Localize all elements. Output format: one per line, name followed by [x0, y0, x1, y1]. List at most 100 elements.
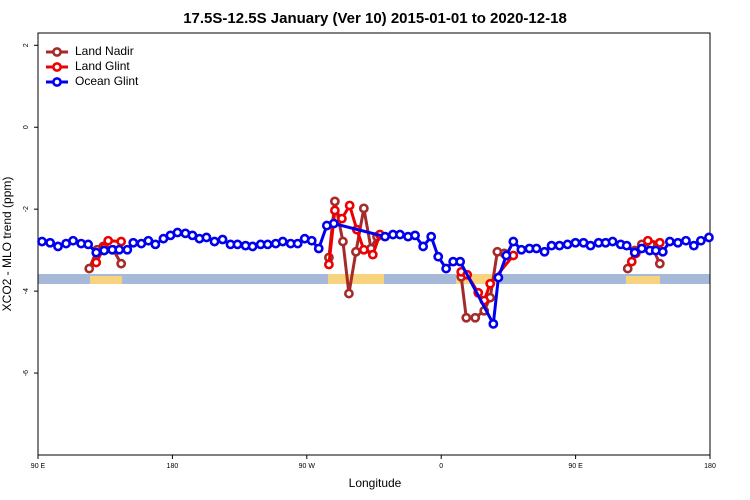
legend-marker — [52, 62, 62, 72]
data-point — [485, 278, 496, 289]
data-point — [433, 251, 444, 262]
data-point — [313, 243, 324, 254]
data-point — [358, 203, 369, 214]
data-point — [103, 235, 114, 246]
y-tick-label: 0 — [23, 125, 30, 129]
data-point — [410, 230, 420, 241]
data-point — [470, 312, 481, 323]
data-point — [209, 236, 220, 247]
legend-label: Land Glint — [75, 59, 130, 73]
x-tick-label: 180 — [704, 463, 716, 470]
data-point — [508, 236, 519, 247]
data-point — [418, 241, 429, 252]
data-point — [488, 318, 499, 329]
data-point — [622, 263, 633, 274]
data-point — [232, 239, 243, 250]
data-point — [426, 231, 437, 242]
data-point — [636, 243, 647, 254]
data-point — [501, 250, 512, 261]
data-point — [292, 238, 303, 249]
data-point — [516, 244, 527, 255]
data-point — [554, 240, 565, 251]
data-point — [585, 240, 596, 251]
data-point — [455, 256, 466, 267]
x-tick-label: 180 — [167, 463, 179, 470]
legend-marker — [52, 47, 62, 57]
data-point — [116, 236, 127, 247]
data-point — [91, 247, 102, 258]
data-point — [562, 239, 573, 250]
data-point — [201, 232, 212, 243]
data-point — [68, 235, 78, 246]
data-point — [654, 258, 665, 269]
data-point — [607, 236, 618, 247]
data-point — [328, 218, 339, 229]
data-point — [657, 246, 668, 257]
x-tick-label: 90 E — [31, 463, 46, 470]
data-point — [461, 312, 472, 323]
data-point — [367, 249, 378, 260]
data-point — [53, 241, 63, 252]
legend-label: Ocean Glint — [75, 74, 139, 88]
data-point — [344, 200, 355, 211]
data-point — [306, 235, 317, 246]
legend-marker — [52, 77, 62, 87]
land-patch — [456, 274, 500, 284]
data-point — [626, 256, 637, 267]
y-tick-label: 2 — [23, 43, 30, 47]
data-point — [695, 235, 706, 246]
data-point — [150, 239, 161, 250]
data-point — [84, 263, 95, 274]
series — [37, 218, 714, 329]
data-point — [172, 227, 183, 238]
x-tick-label: 90 E — [568, 463, 583, 470]
legend-label: Land Nadir — [75, 44, 134, 58]
chart-title: 17.5S-12.5S January (Ver 10) 2015-01-01 … — [183, 10, 567, 27]
data-point — [262, 239, 273, 250]
data-point — [688, 240, 699, 251]
data-point — [91, 257, 102, 268]
data-point — [217, 234, 228, 245]
data-point — [546, 240, 557, 251]
data-point — [45, 237, 55, 248]
y-axis-label: XCO2 - MLO trend (ppm) — [0, 177, 14, 312]
data-point — [143, 235, 154, 246]
data-point — [493, 272, 504, 283]
data-point — [629, 247, 640, 258]
data-point — [128, 237, 139, 248]
data-point — [395, 229, 405, 240]
data-point — [672, 237, 683, 248]
data-point — [664, 236, 675, 247]
data-point — [621, 240, 632, 251]
data-point — [380, 231, 390, 242]
data-point — [570, 237, 581, 248]
data-point — [37, 236, 47, 247]
data-point — [277, 236, 288, 247]
land-patch — [328, 274, 384, 284]
land-patch — [90, 276, 122, 284]
data-point — [358, 244, 369, 255]
data-point — [441, 263, 452, 274]
data-point — [247, 241, 258, 252]
x-tick-label: 90 W — [299, 463, 316, 470]
x-tick-label: 0 — [439, 463, 443, 470]
data-point — [531, 243, 542, 254]
data-point — [681, 235, 691, 246]
land-patch — [626, 276, 660, 284]
data-point — [642, 235, 653, 246]
data-point — [324, 259, 334, 270]
y-tick-label: -2 — [23, 206, 30, 212]
data-point — [336, 213, 347, 224]
data-point — [704, 232, 714, 243]
y-tick-label: -6 — [23, 370, 30, 376]
data-point — [83, 239, 94, 250]
data-point — [116, 258, 127, 269]
data-point — [99, 245, 110, 256]
y-tick-label: -4 — [23, 288, 30, 294]
data-point — [351, 246, 361, 257]
land-mask-band — [38, 274, 710, 284]
data-point — [114, 244, 125, 255]
data-point — [329, 205, 340, 216]
